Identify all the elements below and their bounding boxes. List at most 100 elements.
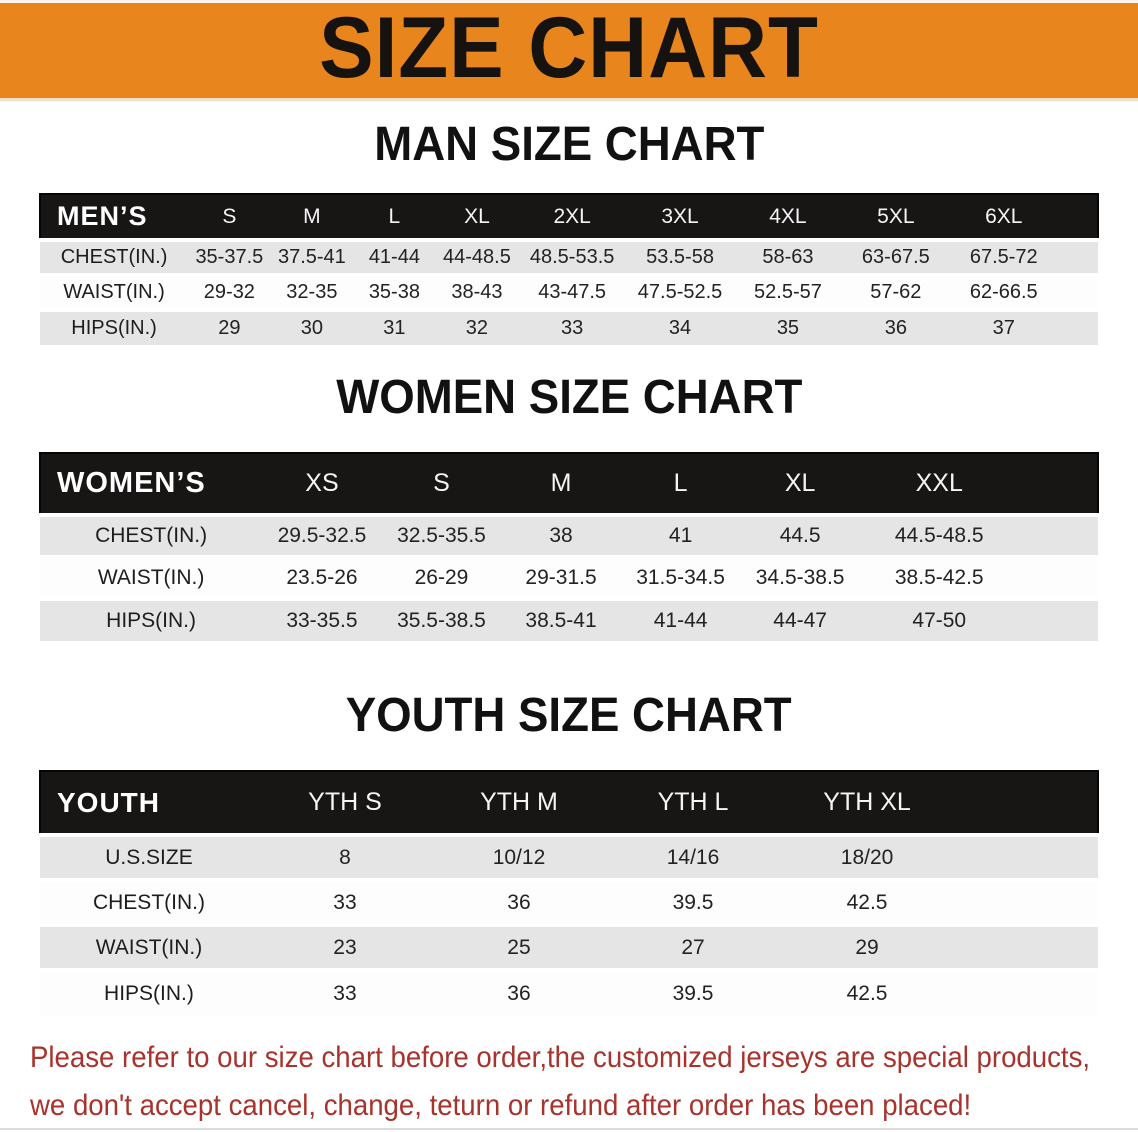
men-cell-2-4: 33 — [518, 308, 627, 345]
men-column-header-3: XL — [435, 193, 519, 241]
footer-note-line1: Please refer to our size chart before or… — [30, 1041, 1091, 1074]
youth-table-row-3: HIPS(IN.) 33 36 39.5 42.5 — [40, 968, 1098, 1015]
women-table-row-1: WAIST(IN.) 23.5-26 26-29 29-31.5 31.5-34.5 34… — [40, 555, 1098, 599]
women-cell-2-2: 38.5-41 — [501, 597, 621, 641]
bottom-edge-divider — [0, 1128, 1138, 1130]
women-column-header-2: M — [501, 452, 621, 516]
women-cell-0-4: 44.5 — [740, 513, 860, 557]
men-cell-0-6: 58-63 — [733, 238, 842, 275]
men-cell-0-7: 63-67.5 — [841, 238, 950, 275]
women-cell-2-4: 44-47 — [740, 597, 860, 641]
men-column-header-6: 4XL — [733, 193, 842, 241]
youth-row-label-3: HIPS(IN.) — [40, 968, 258, 1015]
women-row-label-2: HIPS(IN.) — [40, 597, 263, 641]
women-column-header-4: XL — [740, 452, 860, 516]
men-row-filler-1 — [1057, 273, 1098, 310]
men-cell-2-2: 31 — [353, 308, 436, 345]
banner: SIZE CHART — [0, 0, 1138, 101]
men-cell-2-3: 32 — [435, 308, 519, 345]
men-size-table: MEN’S S M L XL 2XL 3XL 4XL 5XL 6XL CHEST(IN.) 35-37… — [38, 193, 1100, 345]
women-cell-1-4: 34.5-38.5 — [740, 555, 860, 599]
men-cell-0-3: 44-48.5 — [435, 238, 519, 275]
men-row-label-1: WAIST(IN.) — [40, 273, 189, 310]
men-column-header-4: 2XL — [518, 193, 627, 241]
youth-table-row-1: CHEST(IN.) 33 36 39.5 42.5 — [40, 878, 1098, 925]
youth-cell-2-0: 23 — [257, 923, 432, 970]
men-cell-0-1: 37.5-41 — [270, 238, 354, 275]
women-column-header-0: XS — [262, 452, 382, 516]
youth-row-filler-0 — [954, 833, 1098, 880]
women-cell-1-2: 29-31.5 — [501, 555, 621, 599]
women-section-title-text: WOMEN SIZE CHART — [335, 371, 803, 424]
men-cell-1-4: 43-47.5 — [518, 273, 627, 310]
women-cell-2-5: 47-50 — [859, 597, 1019, 641]
women-cell-2-1: 35.5-38.5 — [381, 597, 502, 641]
women-cell-1-0: 23.5-26 — [262, 555, 382, 599]
youth-column-header-0: YTH S — [257, 770, 432, 836]
youth-row-filler-3 — [954, 968, 1098, 1015]
youth-cell-3-2: 39.5 — [606, 968, 781, 1015]
youth-section-title: YOUTH SIZE CHART — [0, 692, 1138, 740]
men-cell-2-6: 35 — [733, 308, 842, 345]
men-table-row-0: CHEST(IN.) 35-37.5 37.5-41 41-44 44-48.5 48.5… — [40, 238, 1098, 275]
youth-cell-1-3: 42.5 — [780, 878, 955, 925]
youth-row-label-2: WAIST(IN.) — [40, 923, 258, 970]
youth-cell-3-1: 36 — [431, 968, 606, 1015]
men-column-header-1: M — [270, 193, 354, 241]
youth-section-title-text: YOUTH SIZE CHART — [346, 689, 792, 742]
youth-cell-3-0: 33 — [257, 968, 432, 1015]
men-cell-0-4: 48.5-53.5 — [518, 238, 627, 275]
men-row-label-0: CHEST(IN.) — [40, 238, 189, 275]
youth-header-filler — [954, 770, 1099, 836]
men-table-row-1: WAIST(IN.) 29-32 32-35 35-38 38-43 43-47.5 47.… — [40, 273, 1098, 310]
women-row-filler-0 — [1018, 513, 1098, 557]
women-cell-0-1: 32.5-35.5 — [381, 513, 502, 557]
youth-column-header-2: YTH L — [606, 770, 781, 836]
men-header-row: MEN’S S M L XL 2XL 3XL 4XL 5XL 6XL — [38, 193, 1100, 241]
men-row-filler-2 — [1057, 308, 1098, 345]
women-column-header-5: XXL — [859, 452, 1019, 516]
youth-cell-2-2: 27 — [606, 923, 781, 970]
women-cell-1-3: 31.5-34.5 — [620, 555, 741, 599]
men-cell-0-0: 35-37.5 — [188, 238, 271, 275]
men-column-header-8: 6XL — [949, 193, 1058, 241]
women-cell-1-5: 38.5-42.5 — [859, 555, 1019, 599]
women-row-label-1: WAIST(IN.) — [40, 555, 263, 599]
women-row-label-0: CHEST(IN.) — [40, 513, 263, 557]
men-cell-1-5: 47.5-52.5 — [626, 273, 734, 310]
women-cell-0-2: 38 — [501, 513, 621, 557]
youth-cell-2-3: 29 — [780, 923, 955, 970]
youth-row-filler-1 — [954, 878, 1098, 925]
men-header-filler — [1057, 193, 1100, 241]
men-cell-2-8: 37 — [949, 308, 1058, 345]
men-cell-0-5: 53.5-58 — [626, 238, 734, 275]
women-header-row: WOMEN’S XS S M L XL XXL — [38, 452, 1100, 516]
men-cell-2-5: 34 — [626, 308, 734, 345]
men-section-title-text: MAN SIZE CHART — [373, 118, 765, 171]
men-cell-1-1: 32-35 — [270, 273, 354, 310]
men-cell-0-8: 67.5-72 — [949, 238, 1058, 275]
men-cell-1-6: 52.5-57 — [733, 273, 842, 310]
youth-table-row-0: U.S.SIZE 8 10/12 14/16 18/20 — [40, 833, 1098, 880]
men-column-header-2: L — [353, 193, 436, 241]
women-corner-label: WOMEN’S — [38, 452, 263, 516]
youth-size-table: YOUTH YTH S YTH M YTH L YTH XL U.S.SIZE 8 10/12… — [39, 770, 1099, 1015]
women-cell-0-3: 41 — [620, 513, 741, 557]
youth-cell-1-2: 39.5 — [606, 878, 781, 925]
men-row-label-2: HIPS(IN.) — [40, 308, 189, 345]
youth-column-header-3: YTH XL — [780, 770, 955, 836]
youth-column-header-1: YTH M — [431, 770, 606, 836]
youth-cell-1-0: 33 — [257, 878, 432, 925]
youth-cell-2-1: 25 — [431, 923, 606, 970]
women-row-filler-1 — [1018, 555, 1098, 599]
men-section-title: MAN SIZE CHART — [0, 121, 1138, 169]
men-corner-label: MEN’S — [38, 193, 189, 241]
men-cell-2-0: 29 — [188, 308, 271, 345]
youth-header-row: YOUTH YTH S YTH M YTH L YTH XL — [39, 770, 1099, 836]
men-cell-1-8: 62-66.5 — [949, 273, 1058, 310]
women-column-header-3: L — [620, 452, 741, 516]
men-cell-1-3: 38-43 — [435, 273, 519, 310]
men-cell-2-1: 30 — [270, 308, 354, 345]
youth-cell-1-1: 36 — [431, 878, 606, 925]
women-cell-2-0: 33-35.5 — [262, 597, 382, 641]
